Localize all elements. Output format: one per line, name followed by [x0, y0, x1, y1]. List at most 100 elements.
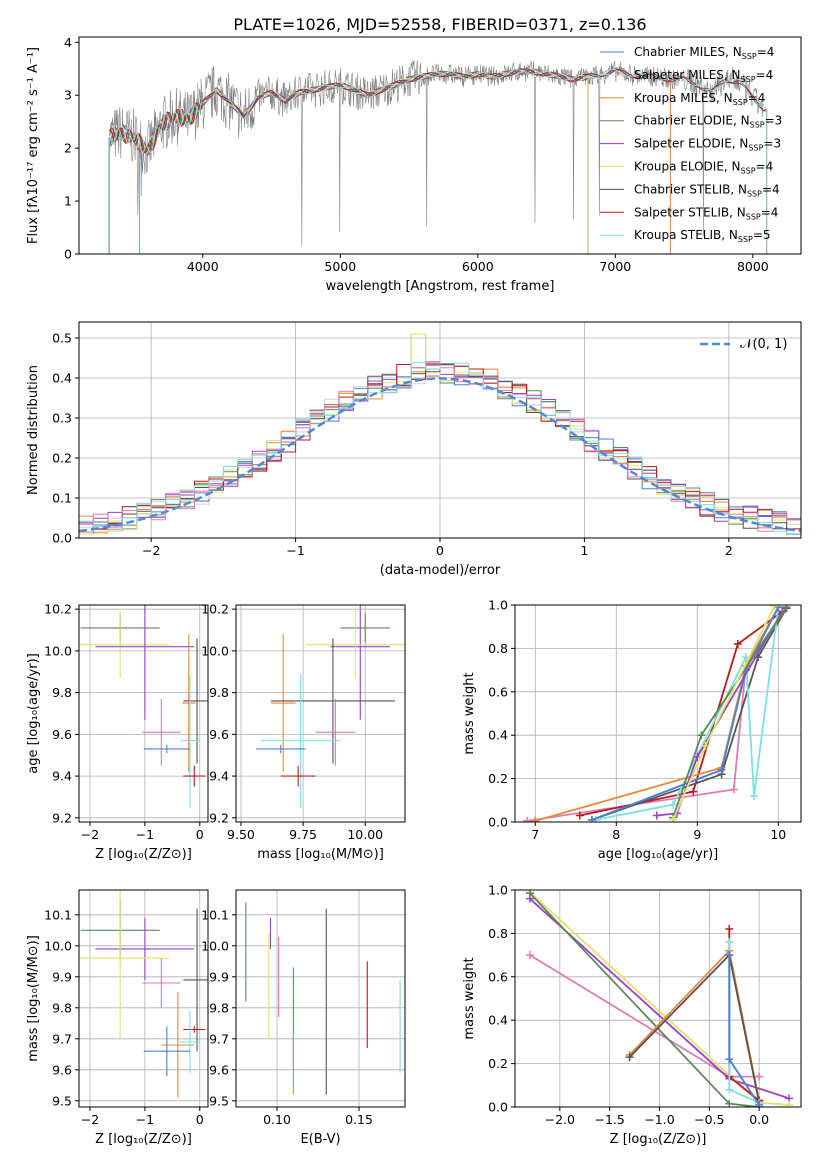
- spectrum-plot-area: [108, 60, 768, 254]
- series-line-pink: [529, 954, 760, 1078]
- mass_vs_Z-plot-area: [79, 890, 208, 1098]
- weight_vs_Z-xlabel: Z [log₁₀(Z/Z⊙)]: [610, 1132, 707, 1147]
- series-marker: [725, 1099, 734, 1107]
- weight_vs_Z-ytick-label: 0.0: [488, 1100, 508, 1115]
- residuals-xtick-label: 1: [580, 543, 588, 558]
- spectrum-ytick-label: 0: [64, 247, 72, 262]
- errorbar-salp_stelib: [183, 765, 206, 787]
- mass_vs_Z-xlabel: Z [log₁₀(Z/Z⊙)]: [95, 1132, 192, 1147]
- series-marker: [733, 640, 742, 649]
- series-marker: [785, 1100, 794, 1107]
- spectrum-xtick-label: 4000: [187, 259, 219, 274]
- weight_vs_age-xtick-label: 9: [693, 827, 701, 842]
- errorbar-chab_stelib: [183, 638, 208, 764]
- errorbar-krou_stelib: [180, 673, 200, 808]
- spectrum-model-krou_stelib: [108, 68, 767, 154]
- series-marker: [531, 816, 540, 822]
- series-marker: [668, 800, 677, 809]
- series-line-chab_stelib: [628, 953, 760, 1103]
- mass_vs_Z-xtick-label: 0: [196, 1112, 204, 1127]
- age_vs_Z-plot-area: [79, 605, 208, 808]
- series-marker: [770, 605, 779, 611]
- series-marker: [575, 811, 584, 820]
- weight_vs_Z-frame: [514, 889, 802, 1108]
- spectrum-xtick-label: 6000: [462, 259, 494, 274]
- normal-curve: [79, 377, 801, 533]
- weight_vs_Z-xtick-label: −1.5: [594, 1112, 624, 1127]
- residuals-ytick-label: 0.5: [52, 331, 72, 346]
- weight_vs_age-ytick-label: 0.2: [488, 771, 508, 786]
- errorbar-salp_elodie: [330, 605, 391, 720]
- mass_vs_EBV-ytick-label: 10.1: [201, 907, 229, 922]
- weight_vs_Z-axes: −2.0 −1.5 −1.0 −0.5 0.0 0.0 0.2 0.4 0.6 0.8 1.0 Z […: [462, 883, 802, 1147]
- series-marker: [523, 816, 532, 822]
- age_vs_mass-axes: 9.50 9.75 10.00 9.2 9.4 9.6 9.8 10.0 10.2 mass [l…: [201, 602, 406, 862]
- errorbar-krou_elodie: [305, 611, 405, 679]
- legend-label: 𝒩(0, 1): [740, 337, 787, 352]
- age_vs_Z-xlabel: Z [log₁₀(Z/Z⊙)]: [95, 847, 192, 862]
- errorbar-salp_elodie: [95, 605, 195, 720]
- age_vs_Z-ytick-label: 9.8: [52, 685, 72, 700]
- mass_vs_EBV-xtick-label: 0.15: [345, 1112, 373, 1127]
- errorbar-krou_stelib: [260, 673, 341, 808]
- series-line-krou_miles: [628, 948, 760, 1101]
- residuals-ytick-label: 0.1: [52, 491, 72, 506]
- errorbar-krou_elodie: [79, 611, 170, 679]
- errorbar-pink: [142, 698, 181, 766]
- age_vs_mass-ytick-label: 9.6: [209, 727, 229, 742]
- weight_vs_Z-ytick-label: 0.6: [488, 969, 508, 984]
- weight_vs_Z-ytick-label: 0.8: [488, 926, 508, 941]
- weight_vs_age-ytick-label: 1.0: [488, 598, 508, 613]
- spectrum-model-krou_elodie: [108, 68, 589, 155]
- weight_vs_Z-plot-area: [525, 890, 794, 1107]
- series-marker: [725, 1085, 734, 1094]
- weight_vs_age-ytick-label: 0.4: [488, 728, 508, 743]
- mass_vs_Z-xtick-label: −2: [81, 1112, 99, 1127]
- residuals-xtick-label: −2: [142, 543, 160, 558]
- errorbar-chab_miles: [255, 744, 306, 754]
- weight_vs_age-plot-area: [523, 605, 791, 822]
- legend-label: Chabrier MILES, NSSP=4: [634, 45, 774, 61]
- spectrum-ytick-label: 2: [64, 141, 72, 156]
- errorbar-salp_elodie: [95, 917, 195, 980]
- errorbar-salp_stelib: [183, 1026, 206, 1033]
- spectrum-xtick-label: 7000: [599, 259, 631, 274]
- residuals-xtick-label: 0: [436, 543, 444, 558]
- residuals-xtick-label: −1: [286, 543, 304, 558]
- series-marker: [782, 605, 791, 612]
- errorbar-krou_miles: [270, 634, 296, 772]
- mass_vs_Z-ytick-label: 9.6: [52, 1062, 72, 1077]
- mass_vs_EBV-frame: [235, 889, 406, 1108]
- legend-label: Salpeter ELODIE, NSSP=3: [634, 137, 781, 153]
- age_vs_mass-ytick-label: 9.2: [209, 810, 229, 825]
- mass_vs_Z-axes: −2 −1 0 9.5 9.6 9.7 9.8 9.9 10.0 10.1 Z [log₁₀(Z/Z…: [26, 889, 209, 1147]
- age_vs_Z-ytick-label: 9.6: [52, 727, 72, 742]
- series-marker: [729, 785, 738, 794]
- age_vs_Z-xtick-label: −2: [81, 827, 99, 842]
- mass_vs_EBV-ytick-label: 9.9: [209, 969, 229, 984]
- mass_vs_Z-ytick-label: 10.1: [44, 907, 72, 922]
- errorbar-pink: [142, 958, 181, 1008]
- series-marker: [701, 742, 710, 751]
- series-marker: [689, 787, 698, 796]
- spectrum-legend: Chabrier MILES, NSSP=4 Salpeter MILES, NS…: [600, 45, 782, 244]
- age_vs_Z-frame: [78, 604, 209, 823]
- weight_vs_Z-ytick-label: 0.2: [488, 1056, 508, 1071]
- weight_vs_age-ytick-label: 0.8: [488, 641, 508, 656]
- mass_vs_Z-ylabel: mass [log₁₀(M/M⊙)]: [26, 935, 41, 1062]
- age_vs_mass-ytick-label: 10.2: [201, 602, 229, 617]
- spectrum-ytick-label: 3: [64, 88, 72, 103]
- age_vs_Z-xtick-label: 0: [196, 827, 204, 842]
- legend-label: Kroupa STELIB, NSSP=5: [634, 228, 771, 244]
- age_vs_mass-ytick-label: 9.4: [209, 769, 229, 784]
- residuals-axes: 𝒩(0, 1) −2 −1 0 1 2 0.0 0.1 0.2 0.3 0.4 0.5 (data-mo…: [26, 321, 802, 578]
- residuals-ytick-label: 0.0: [52, 531, 72, 546]
- weight_vs_Z-ylabel: mass weight: [462, 957, 477, 1039]
- weight_vs_Z-xtick-label: −2.0: [545, 1112, 575, 1127]
- age_vs_mass-ytick-label: 9.8: [209, 685, 229, 700]
- mass_vs_Z-ytick-label: 10.0: [44, 938, 72, 953]
- series-line-chab_stelib: [591, 607, 788, 821]
- age_vs_Z-ytick-label: 10.2: [44, 602, 72, 617]
- residuals-plot-area: [79, 333, 801, 535]
